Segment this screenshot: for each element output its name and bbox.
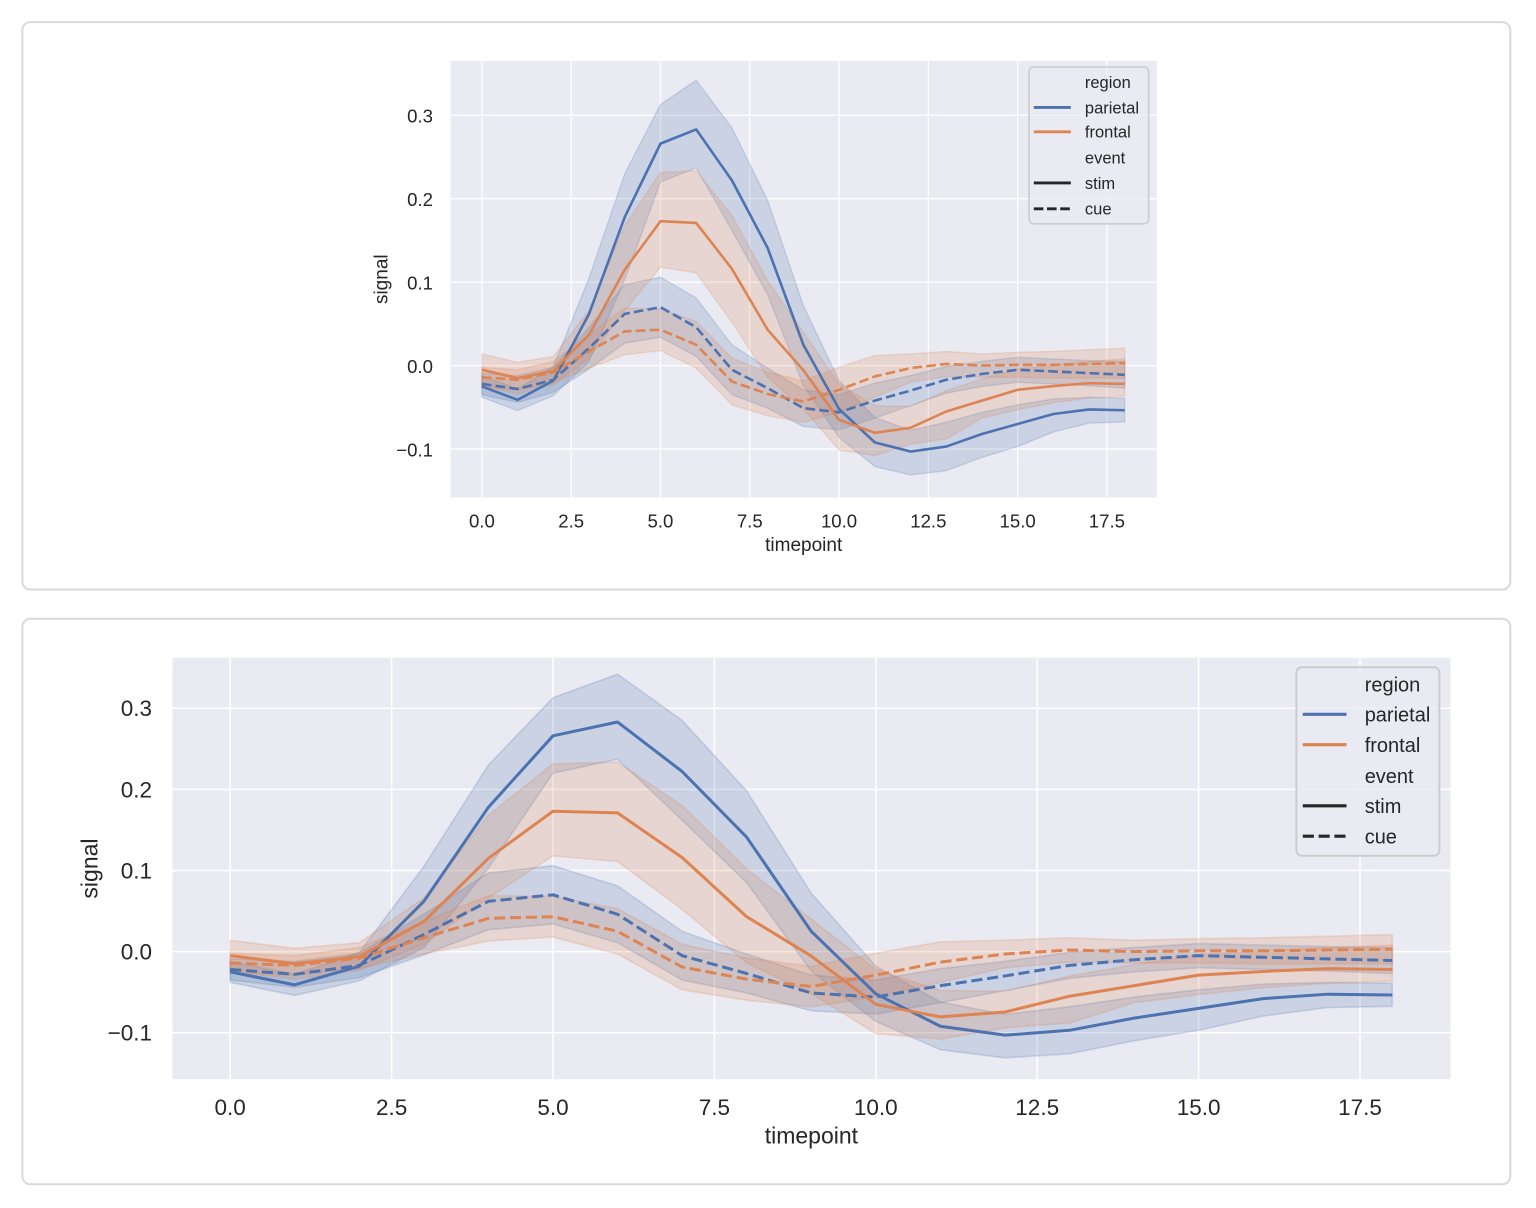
svg-text:frontal: frontal xyxy=(1085,124,1131,142)
svg-text:7.5: 7.5 xyxy=(737,511,763,532)
svg-text:10.0: 10.0 xyxy=(854,1095,898,1120)
svg-text:2.5: 2.5 xyxy=(558,511,584,532)
svg-text:region: region xyxy=(1085,74,1131,92)
svg-text:2.5: 2.5 xyxy=(376,1095,407,1120)
svg-text:0.2: 0.2 xyxy=(407,189,433,210)
svg-text:0.0: 0.0 xyxy=(215,1095,246,1120)
svg-text:7.5: 7.5 xyxy=(699,1095,730,1120)
svg-text:17.5: 17.5 xyxy=(1338,1095,1382,1120)
svg-text:region: region xyxy=(1365,675,1421,697)
svg-text:−0.1: −0.1 xyxy=(108,1021,152,1046)
svg-text:event: event xyxy=(1085,150,1126,168)
svg-text:17.5: 17.5 xyxy=(1089,511,1125,532)
svg-text:0.0: 0.0 xyxy=(121,940,152,965)
svg-text:−0.1: −0.1 xyxy=(396,440,433,461)
svg-text:signal: signal xyxy=(76,838,102,898)
svg-text:5.0: 5.0 xyxy=(648,511,674,532)
svg-text:10.0: 10.0 xyxy=(821,511,857,532)
svg-text:cue: cue xyxy=(1365,826,1397,848)
svg-text:0.3: 0.3 xyxy=(407,106,433,127)
svg-text:15.0: 15.0 xyxy=(1177,1095,1221,1120)
svg-text:0.0: 0.0 xyxy=(407,356,433,377)
svg-text:event: event xyxy=(1365,766,1414,788)
svg-text:stim: stim xyxy=(1085,175,1115,193)
svg-text:0.3: 0.3 xyxy=(121,696,152,721)
svg-text:timepoint: timepoint xyxy=(765,535,843,556)
svg-text:0.1: 0.1 xyxy=(121,858,152,883)
svg-text:5.0: 5.0 xyxy=(537,1095,568,1120)
svg-text:cue: cue xyxy=(1085,201,1112,219)
svg-text:parietal: parietal xyxy=(1085,99,1139,117)
svg-text:parietal: parietal xyxy=(1365,704,1431,726)
svg-text:15.0: 15.0 xyxy=(1000,511,1036,532)
svg-text:frontal: frontal xyxy=(1365,735,1421,757)
svg-text:12.5: 12.5 xyxy=(1015,1095,1059,1120)
svg-text:signal: signal xyxy=(372,254,393,304)
svg-text:12.5: 12.5 xyxy=(910,511,946,532)
svg-text:timepoint: timepoint xyxy=(765,1123,859,1149)
svg-text:0.1: 0.1 xyxy=(407,273,433,294)
svg-text:0.0: 0.0 xyxy=(469,511,495,532)
svg-text:stim: stim xyxy=(1365,796,1402,818)
svg-text:0.2: 0.2 xyxy=(121,777,152,802)
